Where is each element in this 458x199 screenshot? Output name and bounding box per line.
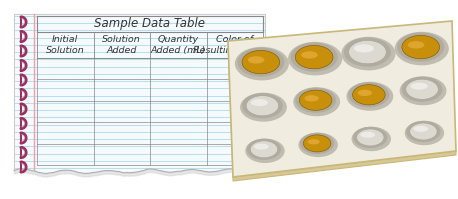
Ellipse shape — [356, 129, 384, 146]
Ellipse shape — [299, 133, 338, 157]
Ellipse shape — [349, 40, 386, 64]
Polygon shape — [228, 41, 241, 179]
Ellipse shape — [295, 45, 333, 69]
Ellipse shape — [291, 43, 338, 72]
Text: Quantity
Added (mL): Quantity Added (mL) — [151, 35, 206, 55]
Ellipse shape — [405, 121, 444, 145]
Ellipse shape — [248, 56, 264, 63]
Ellipse shape — [237, 48, 284, 77]
Bar — [14, 14, 265, 177]
Text: Solution
Added: Solution Added — [103, 35, 141, 55]
Ellipse shape — [341, 37, 396, 70]
Polygon shape — [228, 21, 456, 177]
Ellipse shape — [410, 83, 428, 90]
Ellipse shape — [408, 41, 424, 49]
Ellipse shape — [395, 32, 449, 65]
Ellipse shape — [251, 99, 268, 106]
Ellipse shape — [300, 90, 332, 110]
Ellipse shape — [295, 88, 336, 113]
Ellipse shape — [354, 44, 374, 53]
Ellipse shape — [360, 132, 375, 138]
Ellipse shape — [358, 90, 372, 96]
Ellipse shape — [406, 79, 438, 99]
Text: Color of
Resulting Mixture: Color of Resulting Mixture — [193, 35, 277, 55]
Ellipse shape — [246, 96, 279, 116]
Ellipse shape — [346, 82, 393, 111]
Ellipse shape — [301, 51, 318, 59]
Text: Initial
Solution: Initial Solution — [46, 35, 85, 55]
Ellipse shape — [300, 133, 334, 154]
Ellipse shape — [242, 93, 283, 118]
Ellipse shape — [353, 127, 387, 148]
Ellipse shape — [352, 127, 391, 151]
Ellipse shape — [353, 85, 385, 105]
Ellipse shape — [349, 82, 389, 107]
Ellipse shape — [402, 35, 440, 59]
Ellipse shape — [240, 93, 287, 122]
Ellipse shape — [235, 47, 289, 80]
Ellipse shape — [247, 139, 281, 160]
Ellipse shape — [400, 76, 447, 105]
Ellipse shape — [402, 77, 442, 102]
Ellipse shape — [305, 95, 319, 101]
Ellipse shape — [254, 144, 269, 150]
Ellipse shape — [397, 32, 444, 62]
Ellipse shape — [293, 87, 340, 116]
Ellipse shape — [303, 135, 331, 152]
Ellipse shape — [288, 42, 342, 75]
Ellipse shape — [414, 126, 428, 132]
Ellipse shape — [410, 123, 437, 140]
Ellipse shape — [344, 37, 391, 67]
Text: Sample Data Table: Sample Data Table — [94, 18, 206, 30]
Ellipse shape — [406, 121, 441, 142]
Ellipse shape — [242, 50, 280, 74]
Polygon shape — [233, 151, 456, 181]
Ellipse shape — [308, 139, 320, 144]
Ellipse shape — [250, 141, 278, 158]
Ellipse shape — [245, 139, 285, 163]
